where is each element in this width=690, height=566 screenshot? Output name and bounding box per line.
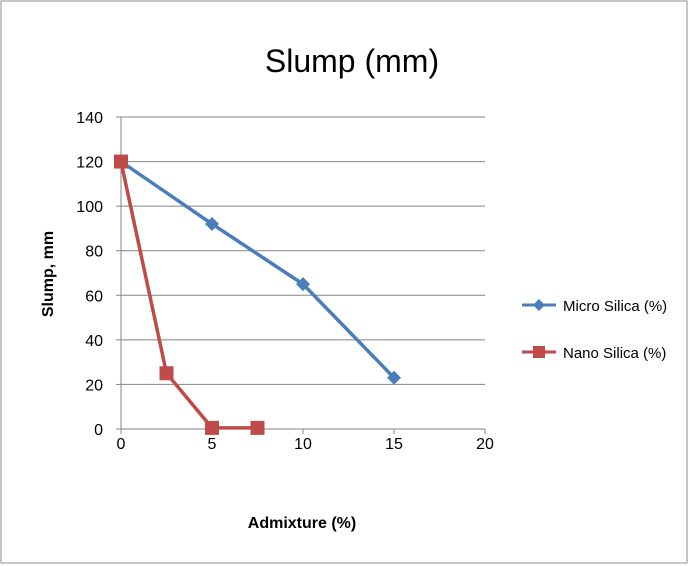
legend-marker-micro-silica: [533, 299, 545, 311]
y-tick-label: 20: [85, 377, 103, 394]
y-tick-label: 0: [94, 422, 103, 439]
y-tick-label: 40: [85, 333, 103, 350]
series-nano-silica: [114, 154, 265, 435]
x-tick-label: 10: [294, 436, 312, 453]
gridlines: [121, 116, 485, 385]
y-axis-label: Slump, mm: [40, 231, 57, 317]
y-tick-labels: 0 20 40 60 80 100 120 140: [76, 110, 103, 439]
legend-label-micro-silica: Micro Silica (%): [563, 298, 667, 315]
legend-item-micro-silica: Micro Silica (%): [522, 298, 667, 315]
data-point-square: [159, 366, 174, 381]
x-tick-label: 5: [208, 436, 217, 453]
y-tick-label: 140: [76, 110, 103, 127]
data-point-diamond: [296, 277, 310, 292]
x-tick-labels: 0 5 10 15 20: [117, 436, 494, 453]
series-line: [120, 160, 396, 379]
y-tick-label: 60: [85, 288, 103, 305]
data-point-square: [114, 154, 128, 169]
data-point-diamond: [387, 370, 401, 385]
y-tick-label: 120: [76, 155, 103, 172]
x-tick-label: 20: [476, 436, 494, 453]
series-layer: [114, 154, 401, 435]
series-line: [119, 161, 258, 430]
legend-item-nano-silica: Nano Silica (%): [522, 345, 666, 362]
x-tick-label: 15: [385, 436, 403, 453]
data-point-square: [205, 420, 219, 435]
data-point-diamond: [205, 216, 219, 231]
chart-title: Slump (mm): [265, 43, 439, 79]
y-tick-label: 100: [76, 199, 103, 216]
legend-label-nano-silica: Nano Silica (%): [563, 345, 666, 362]
legend: Micro Silica (%) Nano Silica (%): [522, 298, 667, 362]
x-axis-label: Admixture (%): [248, 515, 356, 532]
y-tick-label: 80: [85, 244, 103, 261]
x-tick-label: 0: [117, 436, 126, 453]
data-point-square: [250, 420, 265, 435]
legend-marker-nano-silica: [533, 346, 545, 358]
